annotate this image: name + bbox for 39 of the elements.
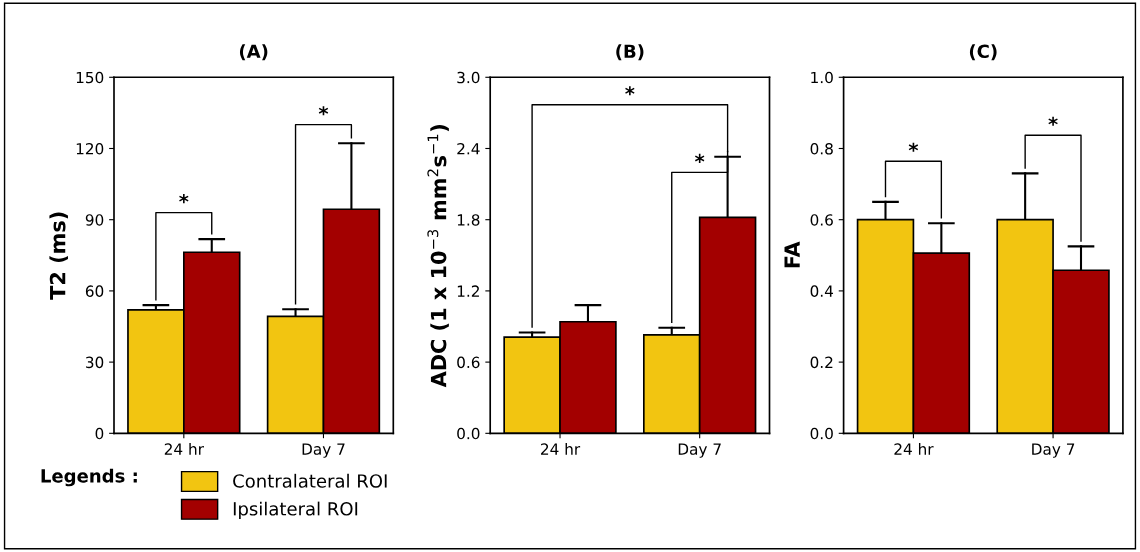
x-tick-label: Day 7 [678,443,721,458]
legend-label: Contralateral ROI [233,473,387,488]
y-tick-label: 0.0 [810,427,833,440]
x-tick-label: Day 7 [302,443,345,458]
x-tick-label: 24 hr [541,443,581,455]
y-tick-label: 1.8 [457,214,480,226]
y-axis-title: FA [784,241,800,268]
y-tick-label: 3.0 [457,71,480,84]
y-tick-label: 1.0 [811,71,833,84]
x-tick-label: 24 hr [164,443,204,455]
annotation: * [694,153,705,163]
y-tick-label: 90 [85,214,104,226]
y-tick-label: 0.0 [457,427,480,440]
y-tick-label: 150 [76,71,104,84]
y-tick-label: 0.8 [810,142,833,155]
chart-title: (C) [969,44,997,61]
y-tick-label: 30 [86,356,104,369]
y-tick-label: 2.4 [457,142,480,155]
y-tick-label: 60 [85,285,104,297]
legend-title: Legends : [41,468,137,487]
y-tick-label: 0 [95,427,104,440]
legend-label: Ipsilateral ROI [233,501,358,520]
y-tick-label: 120 [76,142,104,155]
annotation: * [318,106,329,116]
y-tick-label: 1.2 [457,285,479,297]
y-axis-title: T2 (ms) [49,212,68,300]
annotation: * [625,86,635,96]
y-axis-title: ADC (1 x 10$^{−3}$ mm$^{2}$s$^{−1}$) [427,125,449,388]
y-tick-label: 0.6 [457,356,480,369]
y-tick-label: 0.4 [810,285,834,297]
annotation: * [908,142,919,152]
chart-title: (B) [616,44,644,61]
y-tick-label: 0.2 [810,356,833,369]
x-tick-label: Day 7 [1032,443,1075,458]
annotation: * [179,194,189,204]
chart-title: (A) [239,44,268,61]
x-tick-label: 24 hr [894,443,934,455]
annotation: * [1048,116,1058,126]
y-tick-label: 0.6 [810,214,833,226]
